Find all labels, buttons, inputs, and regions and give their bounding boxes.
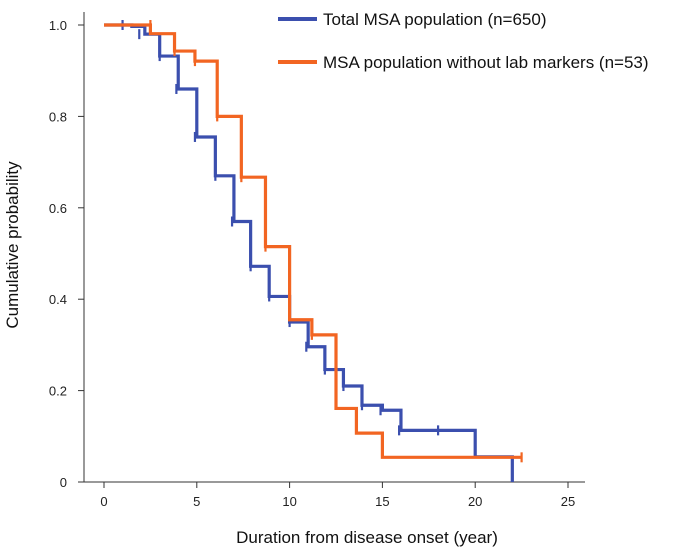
x-tick-label: 25 — [561, 494, 575, 509]
y-tick-label: 0.8 — [49, 109, 67, 124]
legend: Total MSA population (n=650) MSA populat… — [278, 10, 649, 72]
x-tick-label: 0 — [100, 494, 107, 509]
y-axis-title: Cumulative probability — [3, 161, 22, 329]
series-step-line — [104, 23, 514, 482]
y-tick-label: 0.4 — [49, 292, 67, 307]
axes — [83, 12, 585, 483]
y-tick-label: 0.2 — [49, 384, 67, 399]
series-without-lab-markers — [104, 20, 523, 463]
x-tick-label: 5 — [193, 494, 200, 509]
series-layer — [104, 20, 523, 482]
y-ticks: 0 0.2 0.4 0.6 0.8 1.0 — [49, 18, 84, 490]
y-tick-label: 1.0 — [49, 18, 67, 33]
series-step-line — [104, 23, 522, 459]
legend-label-total: Total MSA population (n=650) — [323, 10, 547, 29]
x-tick-label: 20 — [468, 494, 482, 509]
series-total-msa — [104, 20, 514, 482]
x-axis-title: Duration from disease onset (year) — [236, 528, 498, 547]
legend-label-no-markers: MSA population without lab markers (n=53… — [323, 53, 649, 72]
x-tick-label: 10 — [282, 494, 296, 509]
x-tick-label: 15 — [375, 494, 389, 509]
y-tick-label: 0.6 — [49, 201, 67, 216]
y-tick-label: 0 — [60, 475, 67, 490]
x-ticks: 0 5 10 15 20 25 — [100, 482, 575, 509]
